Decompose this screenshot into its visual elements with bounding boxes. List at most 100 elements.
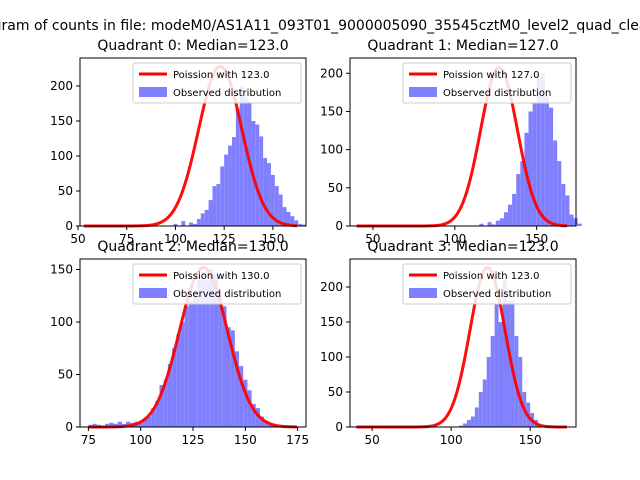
histogram-bar xyxy=(506,301,511,427)
histogram-bar xyxy=(294,220,299,226)
histogram-bar xyxy=(536,75,541,226)
x-tick-label: 150 xyxy=(525,232,548,246)
y-tick-label: 150 xyxy=(50,114,73,128)
axes-frame xyxy=(349,258,577,428)
histogram-bar xyxy=(282,207,287,226)
y-tick-label: 0 xyxy=(335,420,343,434)
histogram-bars xyxy=(88,269,286,427)
histogram-bar xyxy=(126,421,131,427)
legend-patch-swatch xyxy=(139,288,167,298)
histogram-bar xyxy=(486,357,491,427)
histogram-bar xyxy=(259,416,265,427)
legend: Poission with 130.0 Observed distribution xyxy=(132,263,302,305)
histogram-bar xyxy=(228,145,232,226)
y-tick-label: 100 xyxy=(50,315,73,329)
x-tick-label: 100 xyxy=(443,232,466,246)
legend-label-poisson: Poission with 123.0 xyxy=(443,271,539,282)
histogram-bar xyxy=(176,334,181,427)
histogram-bar xyxy=(577,223,582,226)
x-tick-label: 75 xyxy=(119,232,134,246)
y-tick-label: 100 xyxy=(320,350,343,364)
histogram-bar xyxy=(188,301,193,427)
y-tick-label: 100 xyxy=(320,143,343,157)
y-tick-label: 0 xyxy=(335,219,343,233)
y-tick-label: 50 xyxy=(58,184,73,198)
histogram-bar xyxy=(167,364,173,427)
histogram-bar xyxy=(224,154,229,226)
histogram-bar xyxy=(231,137,236,226)
histogram-bar xyxy=(474,407,479,427)
histogram-bar xyxy=(220,166,225,226)
histogram-bar xyxy=(146,416,152,427)
histogram-bar xyxy=(516,174,521,226)
histogram-bar xyxy=(142,418,147,427)
histogram-bar xyxy=(569,214,574,226)
histogram-bar xyxy=(172,348,177,427)
y-tick-label: 200 xyxy=(320,280,343,294)
x-tick-label: 150 xyxy=(261,232,284,246)
histogram-bar xyxy=(247,390,252,427)
histogram-bar xyxy=(502,280,507,427)
x-tick-label: 50 xyxy=(365,232,380,246)
x-tick-label: 100 xyxy=(440,433,463,447)
histogram-bar xyxy=(92,423,97,427)
histogram-bar xyxy=(495,220,500,226)
legend-box xyxy=(402,263,572,305)
histogram-bar xyxy=(212,186,217,226)
y-tick-label: 50 xyxy=(58,368,73,382)
histogram-bar xyxy=(479,223,484,226)
histogram-bar xyxy=(520,161,525,226)
legend-label-poisson: Poission with 123.0 xyxy=(173,70,269,81)
histogram-bar xyxy=(491,224,496,226)
histogram-bar xyxy=(155,400,160,427)
histogram-bar xyxy=(528,111,533,226)
histogram-bar xyxy=(189,222,193,226)
histogram-bar xyxy=(213,274,219,427)
legend-label-poisson: Poission with 127.0 xyxy=(443,70,539,81)
histogram-bar xyxy=(201,271,206,427)
histogram-bar xyxy=(487,222,492,226)
panel-title: Quadrant 0: Median=123.0 xyxy=(97,38,288,54)
y-tick-label: 100 xyxy=(50,149,73,163)
histogram-bar xyxy=(298,223,303,226)
x-tick-label: 100 xyxy=(129,433,152,447)
histogram-bar xyxy=(196,219,201,226)
y-tick-label: 200 xyxy=(50,79,73,93)
histogram-bar xyxy=(193,292,198,427)
histogram-bar xyxy=(218,295,223,427)
y-tick-label: 50 xyxy=(328,385,343,399)
histogram-bar xyxy=(512,193,517,226)
y-tick-label: 50 xyxy=(328,181,343,195)
y-tick-label: 0 xyxy=(65,420,73,434)
histogram-bar xyxy=(208,200,213,226)
histogram-bar xyxy=(255,408,260,427)
histogram-bar xyxy=(197,280,202,427)
legend-box xyxy=(132,263,302,305)
axes-frame xyxy=(79,57,307,227)
axes-frame xyxy=(349,57,577,227)
histogram-bar xyxy=(105,423,110,427)
y-tick-label: 150 xyxy=(320,104,343,118)
histogram-bar xyxy=(540,73,545,227)
histogram-bar xyxy=(159,385,164,427)
y-tick-label: 0 xyxy=(65,219,73,233)
legend-box xyxy=(132,62,302,104)
y-tick-label: 150 xyxy=(50,263,73,277)
histogram-bar xyxy=(494,304,499,427)
histogram-bar xyxy=(138,421,143,427)
histogram-bar xyxy=(561,184,566,226)
histogram-bar xyxy=(264,420,269,427)
histogram-bar xyxy=(222,306,227,427)
chart-panel-2: 75 100 125 150 175 0 50 100 150 Poission with 130… xyxy=(50,239,309,447)
histogram-bar xyxy=(508,204,513,226)
histogram-bar xyxy=(251,403,256,427)
histogram-bar xyxy=(498,322,503,427)
histogram-bar xyxy=(482,379,487,427)
panel-title: Quadrant 1: Median=127.0 xyxy=(367,38,558,54)
histogram-bar xyxy=(235,108,240,226)
legend: Poission with 123.0 Observed distribution xyxy=(402,263,572,305)
legend-patch-swatch xyxy=(409,288,437,298)
x-tick-label: 100 xyxy=(164,232,187,246)
panel-title: Quadrant 2: Median=130.0 xyxy=(97,239,288,255)
